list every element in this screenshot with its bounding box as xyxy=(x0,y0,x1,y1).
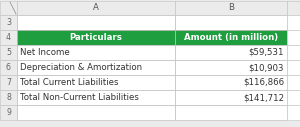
Text: 7: 7 xyxy=(6,78,11,87)
Bar xyxy=(287,45,300,60)
Text: Amount (in million): Amount (in million) xyxy=(184,33,278,42)
Bar xyxy=(17,75,175,90)
Bar xyxy=(287,90,300,105)
Bar xyxy=(287,1,300,15)
Bar xyxy=(287,105,300,120)
Bar xyxy=(287,75,300,90)
Text: $59,531: $59,531 xyxy=(248,48,284,57)
Bar xyxy=(17,30,175,45)
Bar xyxy=(175,1,287,15)
Bar xyxy=(175,45,287,60)
Text: Total Current Liabilities: Total Current Liabilities xyxy=(20,78,118,87)
Text: 9: 9 xyxy=(6,108,11,117)
Bar xyxy=(17,105,175,120)
Text: $10,903: $10,903 xyxy=(248,63,284,72)
Bar xyxy=(0,30,17,45)
Text: $141,712: $141,712 xyxy=(243,93,284,102)
Bar xyxy=(287,30,300,45)
Bar xyxy=(17,90,175,105)
Bar xyxy=(0,90,17,105)
Text: 6: 6 xyxy=(6,63,11,72)
Text: 8: 8 xyxy=(6,93,11,102)
Bar xyxy=(17,15,175,30)
Bar xyxy=(17,60,175,75)
Bar xyxy=(175,90,287,105)
Text: Total Non-Current Liabilities: Total Non-Current Liabilities xyxy=(20,93,139,102)
Bar xyxy=(17,45,175,60)
Text: A: A xyxy=(93,4,99,12)
Text: 4: 4 xyxy=(6,33,11,42)
Text: Net Income: Net Income xyxy=(20,48,70,57)
Bar xyxy=(0,75,17,90)
Text: Depreciation & Amortization: Depreciation & Amortization xyxy=(20,63,142,72)
Bar xyxy=(0,15,17,30)
Bar xyxy=(175,15,287,30)
Bar xyxy=(175,60,287,75)
Bar xyxy=(175,105,287,120)
Bar xyxy=(287,60,300,75)
Bar xyxy=(0,105,17,120)
Bar xyxy=(0,60,17,75)
Bar xyxy=(175,75,287,90)
Bar xyxy=(0,45,17,60)
Text: 3: 3 xyxy=(6,18,11,27)
Text: $116,866: $116,866 xyxy=(243,78,284,87)
Bar xyxy=(17,1,175,15)
Text: 5: 5 xyxy=(6,48,11,57)
Text: Particulars: Particulars xyxy=(70,33,122,42)
Text: B: B xyxy=(228,4,234,12)
Bar xyxy=(287,15,300,30)
Bar xyxy=(0,1,17,15)
Bar xyxy=(175,30,287,45)
